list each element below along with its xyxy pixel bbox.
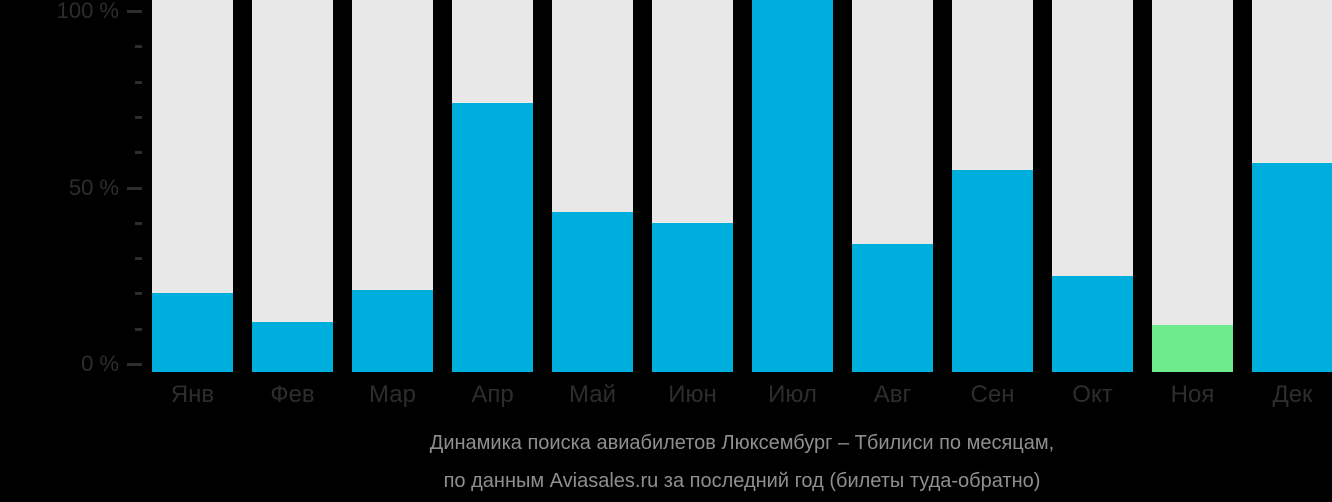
month-label: Фев <box>270 381 315 408</box>
bar-fill <box>852 243 933 372</box>
bar-column <box>552 0 633 372</box>
y-axis-minor-tick <box>135 45 142 49</box>
bar-track <box>1152 0 1233 372</box>
y-axis-label: 0 % <box>81 351 119 376</box>
y-axis-minor-tick <box>135 257 142 261</box>
plot-area: 0 % 50 % 100 % Янв Фев Мар Апр Май Июн Июл Авг Сен О… <box>56 0 1332 408</box>
month-label: Авг <box>873 381 912 408</box>
bar-fill <box>252 321 333 372</box>
month-label: Май <box>568 381 616 408</box>
y-axis-minor-tick <box>135 327 142 331</box>
bar-column <box>1052 0 1133 372</box>
month-label: Сен <box>970 381 1015 408</box>
month-label: Апр <box>471 381 514 408</box>
y-axis-minor-tick <box>135 221 142 225</box>
month-label: Мар <box>369 381 416 408</box>
bar-fill <box>352 289 433 372</box>
chart-caption: Динамика поиска авиабилетов Люксембург –… <box>152 429 1332 495</box>
y-axis-label: 50 % <box>68 174 119 200</box>
bar-column <box>852 0 933 372</box>
bar-column <box>1252 0 1332 372</box>
bar-fill <box>752 0 833 372</box>
bar-fill <box>1052 275 1133 372</box>
bar-fill <box>552 212 633 372</box>
bar-column <box>252 0 333 372</box>
y-axis-major-tick <box>127 186 142 190</box>
month-label: Дек <box>1272 381 1313 408</box>
bar-track <box>252 0 333 372</box>
month-label: Июл <box>768 381 817 408</box>
bar-column <box>352 0 433 372</box>
y-axis-label: 100 % <box>56 0 119 23</box>
chart-subtitle: по данным Aviasales.ru за последний год … <box>443 470 1041 492</box>
y-axis-minor-tick <box>135 80 142 84</box>
month-label: Июн <box>668 381 717 408</box>
bar-fill-highlighted <box>1152 325 1233 372</box>
y-axis-minor-tick <box>135 151 142 155</box>
bar-column <box>652 0 733 372</box>
y-axis-major-tick <box>127 10 142 13</box>
y-axis-minor-tick <box>135 115 142 119</box>
month-label: Ноя <box>1170 381 1215 408</box>
bar-fill <box>652 222 733 372</box>
bar-column <box>952 0 1033 372</box>
bar-fill <box>952 169 1033 372</box>
bar-column <box>1152 0 1233 372</box>
bar-column <box>452 0 533 372</box>
y-axis-major-tick <box>127 363 142 366</box>
month-label: Янв <box>170 381 215 408</box>
bar-column <box>752 0 833 372</box>
y-axis-minor-tick <box>135 292 142 296</box>
month-label: Окт <box>1072 381 1113 408</box>
bar-fill <box>152 293 233 372</box>
bar-fill <box>452 102 533 372</box>
bar-fill <box>1252 162 1332 372</box>
chart-title: Динамика поиска авиабилетов Люксембург –… <box>429 432 1055 454</box>
bar-column <box>152 0 233 372</box>
